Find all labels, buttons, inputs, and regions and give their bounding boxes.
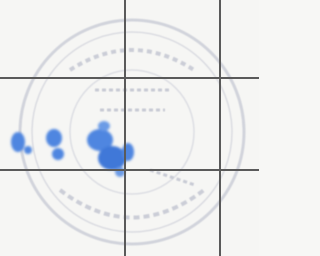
ink-blob [98, 121, 110, 131]
ink-blob [46, 129, 62, 147]
ink-blob [98, 146, 126, 170]
page: stamp {} html, body { margin: 0; padding… [0, 0, 259, 256]
ink-blob [11, 132, 25, 152]
ink-blob [52, 148, 64, 160]
page-body: (() => { const data = JSON.parse(documen… [0, 0, 259, 256]
ink-blob [115, 167, 125, 177]
ink-blob [122, 143, 134, 161]
photo [0, 0, 259, 256]
ink-blob [24, 146, 32, 154]
